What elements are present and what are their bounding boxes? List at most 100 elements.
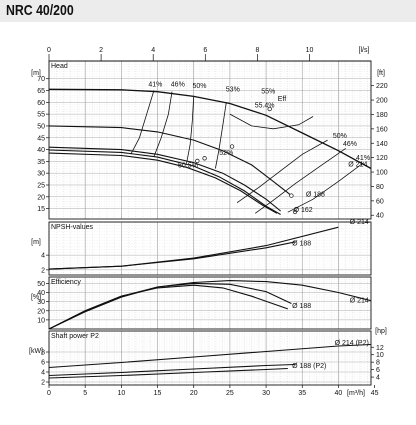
right-axis-unit-power: [hp]: [375, 328, 387, 335]
bottom-axis-tick-label: 5: [83, 390, 87, 397]
left-axis-tick-label-power: 6: [41, 360, 45, 367]
left-axis-tick-label-head: 45: [37, 135, 45, 142]
right-axis-tick-label-head: 120: [376, 155, 388, 162]
power-curve: [48, 367, 288, 379]
head-curve: [48, 146, 281, 212]
grid-layer: [49, 61, 371, 385]
npsh-label-d214: Ø 214: [350, 219, 369, 226]
curves-layer: [48, 88, 372, 379]
left-axis-tick-label-efficiency: 40: [37, 290, 45, 297]
efficiency-isoline: [186, 96, 195, 164]
chart-title: NRC 40/200: [6, 2, 74, 19]
panel-frame-power: [48, 330, 372, 386]
top-axis-tick-label: 4: [151, 47, 155, 54]
efficiency-isoline: [236, 139, 328, 204]
left-axis-tick-label-npsh: 2: [41, 267, 45, 274]
bottom-axis-tick-label: 10: [117, 390, 125, 397]
panel-label-power: Shaft power P2: [51, 333, 99, 340]
efficiency-label-d188: Ø 188: [292, 303, 311, 310]
left-axis-tick-label-efficiency: 50: [37, 281, 45, 288]
bottom-axis-tick-label: 40: [335, 390, 343, 397]
efficiency-isoline: [287, 162, 365, 213]
right-axis-tick-label-head: 180: [376, 112, 388, 119]
right-axis-tick-label-head: 60: [376, 198, 384, 205]
left-axis-unit-npsh: [m]: [31, 239, 41, 246]
axis-ticks-layer: 0 2 4 6 8 10 [l/s]0 5 10 15 20 25 30 35 40 45[m³/h]1520…: [29, 47, 388, 397]
curve-label-d162: Ø 162: [294, 207, 313, 214]
efficiency-label-peak: 55%: [261, 88, 275, 95]
efficiency-label-island: 55.4%: [255, 103, 275, 110]
efficiency-isoline: [130, 90, 155, 155]
left-axis-tick-label-head: 65: [37, 88, 45, 95]
right-axis-tick-label-power: 6: [376, 367, 380, 374]
top-axis-tick-label: 8: [255, 47, 259, 54]
bottom-axis-tick-label: 20: [190, 390, 198, 397]
curve-label-d188: Ø 188: [306, 191, 325, 198]
panel-label-head: Head: [51, 63, 68, 70]
efficiency-label: 41%: [356, 155, 370, 162]
efficiency-label: 50%: [193, 83, 207, 90]
right-axis-tick-label-head: 100: [376, 170, 388, 177]
right-axis-unit-head: [ft]: [377, 70, 385, 77]
duty-point-marker: [202, 156, 207, 161]
panel-frame-npsh: [48, 221, 372, 276]
right-axis-tick-label-head: 160: [376, 126, 388, 133]
efficiency-isoline: [215, 102, 227, 169]
left-axis-tick-label-efficiency: 10: [37, 317, 45, 324]
efficiency-label: 41%: [148, 81, 162, 88]
duty-point-marker: [195, 158, 200, 164]
right-axis-tick-label-head: 200: [376, 98, 388, 105]
left-axis-tick-label-npsh: 4: [41, 253, 45, 260]
power-label-d188: Ø 188 (P2): [292, 363, 326, 370]
top-axis-tick-label: 2: [99, 47, 103, 54]
left-axis-tick-label-head: 35: [37, 159, 45, 166]
right-axis-tick-label-power: 8: [376, 360, 380, 367]
eff-marker-label: Eff: [278, 96, 286, 103]
npsh-curve: [48, 241, 296, 270]
left-axis-tick-label-head: 40: [37, 147, 45, 154]
efficiency-label: 46%: [343, 141, 357, 148]
labels-layer: Head NPSH-values Efficiency Shaft power P2 4…: [51, 63, 370, 370]
top-axis-unit: [l/s]: [359, 47, 370, 54]
efficiency-curve: [48, 280, 372, 330]
power-label-d214: Ø 214 (P2): [335, 340, 369, 347]
efficiency-island: [229, 113, 314, 130]
power-curve: [48, 343, 372, 369]
left-axis-tick-label-head: 60: [37, 100, 45, 107]
panel-label-npsh: NPSH-values: [51, 224, 94, 231]
power-curve: [48, 363, 296, 377]
right-axis-tick-label-power: 12: [376, 345, 384, 352]
bottom-axis-tick-label: 0: [47, 390, 51, 397]
left-axis-tick-label-power: 4: [41, 370, 45, 377]
bottom-axis-tick-label: 45: [371, 390, 379, 397]
efficiency-label-d214: Ø 214: [350, 298, 369, 305]
efficiency-label-505: 50.5%: [178, 162, 198, 169]
duty-point-marker: [229, 144, 235, 149]
efficiency-label: 46%: [171, 81, 185, 88]
left-axis-tick-label-efficiency: 30: [37, 299, 45, 306]
curve-label-d214: Ø 214: [348, 161, 367, 168]
top-axis-tick-label: 10: [306, 47, 314, 54]
panel-label-efficiency: Efficiency: [51, 279, 81, 286]
left-axis-tick-label-head: 70: [37, 76, 45, 83]
duty-point-marker: [267, 106, 272, 112]
npsh-label-d188: Ø 188: [292, 240, 311, 247]
head-curve: [48, 149, 281, 215]
right-axis-tick-label-head: 220: [376, 83, 388, 90]
left-axis-tick-label-efficiency: 20: [37, 308, 45, 315]
efficiency-isoline: [153, 91, 173, 157]
left-axis-tick-label-head: 20: [37, 194, 45, 201]
curve-end-marker: [289, 193, 294, 198]
top-axis-tick-label: 0: [47, 47, 51, 54]
bottom-axis-tick-label: 30: [262, 390, 270, 397]
left-axis-tick-label-head: 50: [37, 123, 45, 130]
left-axis-tick-label-power: 8: [41, 350, 45, 357]
left-axis-tick-label-head: 30: [37, 171, 45, 178]
efficiency-label: 50%: [333, 133, 347, 140]
bottom-axis-unit: [m³/h]: [347, 390, 365, 397]
title-bar: NRC 40/200: [0, 0, 416, 22]
top-axis-tick-label: 6: [203, 47, 207, 54]
panel-frame-efficiency: [48, 276, 372, 330]
left-axis-unit-power: [kW]: [29, 348, 43, 355]
